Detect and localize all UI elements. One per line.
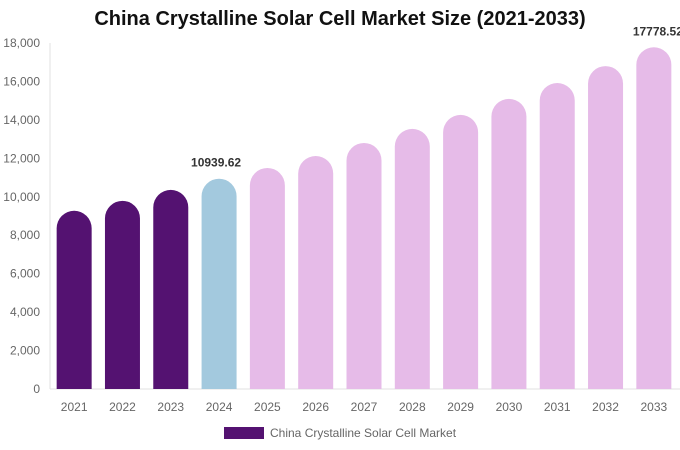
bar-2023	[153, 189, 189, 389]
legend-label: China Crystalline Solar Cell Market	[270, 426, 457, 440]
x-tick-label: 2023	[157, 400, 184, 414]
x-tick-label: 2021	[61, 400, 88, 414]
bar-2032	[588, 66, 624, 390]
y-tick-label: 0	[33, 382, 40, 396]
x-tick-label: 2031	[544, 400, 571, 414]
y-tick-label: 12,000	[3, 151, 40, 165]
y-tick-label: 18,000	[3, 36, 40, 50]
y-tick-label: 6,000	[10, 267, 40, 281]
y-tick-label: 4,000	[10, 305, 40, 319]
x-tick-label: 2030	[496, 400, 523, 414]
x-tick-label: 2022	[109, 400, 136, 414]
bar-2022	[104, 200, 140, 389]
x-tick-label: 2033	[640, 400, 667, 414]
bar-2028	[394, 128, 430, 389]
bar-2030	[491, 98, 527, 390]
bar-2026	[298, 156, 334, 389]
x-tick-label: 2029	[447, 400, 474, 414]
x-tick-label: 2028	[399, 400, 426, 414]
x-tick-label: 2027	[351, 400, 378, 414]
bar-2024	[201, 178, 237, 389]
bar-2027	[346, 142, 382, 389]
y-tick-label: 16,000	[3, 74, 40, 88]
x-tick-label: 2032	[592, 400, 619, 414]
legend-swatch	[224, 427, 264, 439]
y-tick-label: 10,000	[3, 190, 40, 204]
x-tick-label: 2025	[254, 400, 281, 414]
x-tick-label: 2026	[302, 400, 329, 414]
bar-2033	[636, 47, 672, 390]
bar-2021	[56, 210, 92, 389]
x-tick-label: 2024	[206, 400, 233, 414]
data-label-2033: 17778.52	[633, 24, 680, 38]
y-tick-label: 2,000	[10, 344, 40, 358]
bar-2031	[539, 82, 575, 389]
y-tick-label: 8,000	[10, 228, 40, 242]
chart-title: China Crystalline Solar Cell Market Size…	[94, 8, 586, 30]
legend: China Crystalline Solar Cell Market	[224, 426, 456, 440]
bar-2025	[249, 167, 285, 389]
y-tick-label: 14,000	[3, 113, 40, 127]
bar-2029	[443, 114, 479, 389]
data-label-2024: 10939.62	[191, 156, 241, 170]
